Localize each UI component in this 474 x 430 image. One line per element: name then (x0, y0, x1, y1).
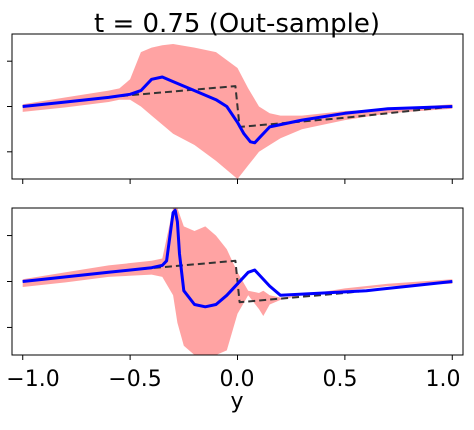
mean-line (22, 75, 453, 145)
x-tick-label: 0.0 (220, 367, 255, 392)
plot-area (22, 44, 453, 179)
top-panel (7, 33, 464, 184)
x-tick-label: 1.0 (426, 367, 461, 392)
bottom-panel (7, 207, 464, 360)
x-axis-label: y (230, 389, 243, 414)
confidence-band (22, 44, 453, 179)
x-tick-labels: −1.0 −0.5 0.0 0.5 1.0 (6, 367, 460, 392)
x-tick-label: −0.5 (108, 367, 161, 392)
mean-line (22, 208, 453, 309)
x-tick-label: −1.0 (6, 367, 59, 392)
x-tick-label: 0.5 (323, 367, 358, 392)
plot-area (22, 208, 453, 355)
